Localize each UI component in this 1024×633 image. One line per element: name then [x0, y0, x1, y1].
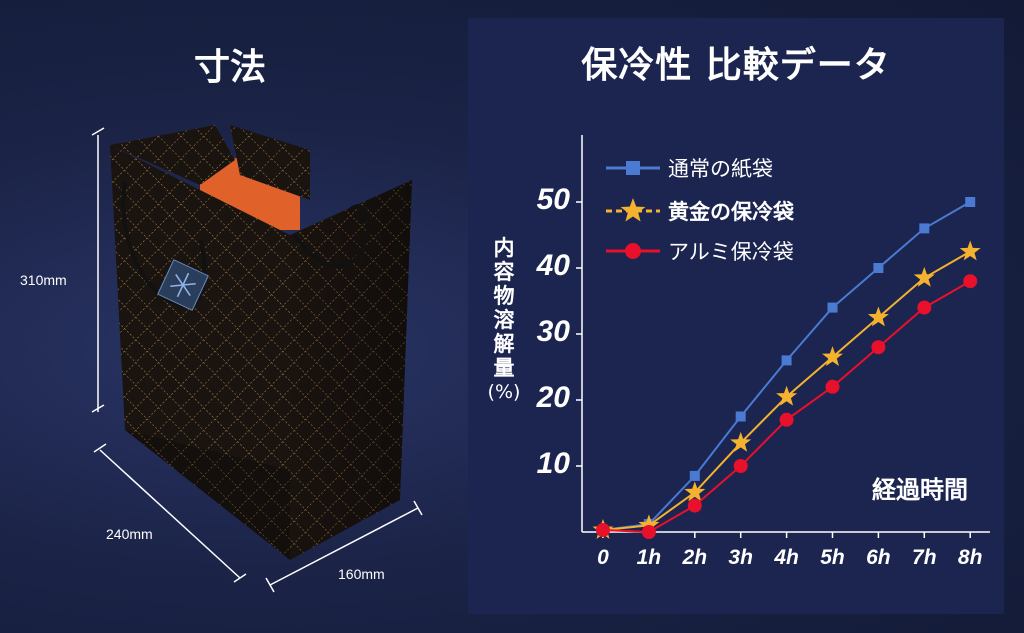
x-axis-label: 経過時間 — [872, 476, 968, 504]
data-point-2-1 — [638, 514, 660, 535]
x-tick-label: 0 — [597, 546, 609, 569]
x-tick-label: 4h — [774, 546, 799, 569]
legend-label: 黄金の保冷袋 — [668, 200, 794, 224]
y-axis-label-char: 容 — [493, 260, 515, 284]
data-point-1-8 — [965, 197, 976, 207]
x-tick-label: 6h — [866, 546, 891, 569]
y-axis-label-char: 物 — [493, 284, 515, 308]
data-point-1-7 — [919, 223, 930, 234]
data-point-3-8 — [963, 274, 978, 289]
x-tick-label: 7h — [912, 546, 937, 569]
y-axis-label-char: 解 — [493, 332, 515, 356]
y-axis-label: 内容物溶解量 (%) — [484, 236, 524, 404]
x-tick-label: 1h — [636, 546, 662, 569]
depth-dimension: 160mm — [338, 566, 385, 582]
y-tick-label: 10 — [536, 447, 570, 480]
y-tick-label: 50 — [536, 183, 570, 216]
data-point-3-3 — [733, 459, 748, 473]
bag-illustration — [91, 125, 423, 593]
data-point-2-7 — [913, 266, 935, 287]
bag-handle-back — [293, 204, 371, 269]
data-point-2-4 — [776, 385, 798, 406]
bag-front-panel — [110, 145, 290, 560]
bag-back-panel — [110, 125, 235, 185]
y-tick-label: 40 — [536, 249, 570, 282]
data-point-3-0 — [596, 523, 610, 538]
data-point-1-6 — [873, 263, 884, 273]
data-point-3-4 — [779, 412, 794, 427]
data-point-3-7 — [917, 300, 932, 315]
data-point-2-5 — [822, 346, 843, 366]
legend-swatch — [606, 243, 660, 259]
data-point-3-2 — [687, 498, 702, 513]
data-point-1-3 — [735, 411, 746, 422]
data-point-2-6 — [867, 306, 889, 327]
legend-item: 通常の紙袋 — [606, 153, 773, 183]
y-axis-label-char: 内 — [493, 236, 515, 260]
y-axis-label-char: 溶 — [493, 308, 515, 332]
data-point-1-2 — [689, 470, 700, 481]
data-point-2-2 — [684, 481, 706, 502]
data-point-1-5 — [827, 302, 838, 313]
data-point-2-3 — [730, 431, 752, 452]
x-tick-label: 8h — [957, 546, 983, 569]
legend-item: 黄金の保冷袋 — [606, 196, 794, 226]
y-axis-unit: (%) — [487, 381, 521, 403]
chart-title: 保冷性 比較データ — [581, 45, 891, 86]
legend-swatch — [606, 198, 660, 222]
snowflake-badge-icon — [157, 259, 209, 311]
height-dimension: 310mm — [20, 272, 67, 288]
legend-label: アルミ保冷袋 — [668, 240, 794, 264]
dimensions-title: 寸法 — [193, 47, 266, 88]
data-point-3-1 — [641, 525, 656, 539]
y-tick-label: 30 — [536, 315, 570, 348]
y-axis-label-char: 量 — [493, 356, 515, 380]
chart-plot — [576, 135, 990, 539]
data-point-3-5 — [825, 379, 840, 394]
width-dimension: 240mm — [106, 526, 153, 542]
legend-swatch — [606, 161, 660, 175]
x-tick-label: 5h — [820, 546, 845, 569]
data-point-1-4 — [781, 355, 792, 366]
data-point-3-6 — [871, 340, 886, 355]
x-tick-label: 3h — [728, 546, 753, 569]
data-point-2-8 — [959, 240, 981, 261]
legend-item: アルミ保冷袋 — [606, 236, 794, 266]
legend-label: 通常の紙袋 — [668, 157, 773, 181]
y-tick-label: 20 — [536, 381, 570, 414]
x-tick-label: 2h — [682, 546, 708, 569]
